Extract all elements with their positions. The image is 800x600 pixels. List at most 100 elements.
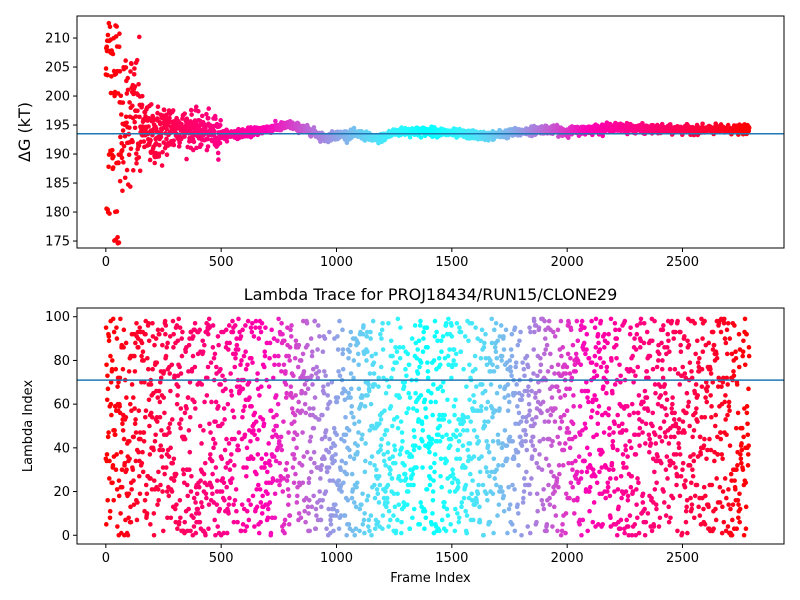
lambda-point xyxy=(340,366,346,372)
lambda-point xyxy=(222,447,228,453)
lambda-point xyxy=(542,318,547,324)
lambda-point xyxy=(484,491,489,497)
lambda-point xyxy=(368,336,373,341)
lambda-point xyxy=(175,338,181,344)
lambda-point xyxy=(179,353,185,359)
delta-g-axes-frame xyxy=(76,15,785,249)
lambda-point xyxy=(365,493,371,499)
lambda-point xyxy=(153,336,159,341)
lambda-point xyxy=(471,428,477,433)
lambda-point xyxy=(276,316,281,322)
lambda-point xyxy=(444,432,449,438)
lambda-point xyxy=(311,449,317,455)
delta-g-point xyxy=(105,32,111,38)
lambda-point xyxy=(219,456,225,462)
delta-g-point xyxy=(189,112,194,117)
lambda-point xyxy=(579,469,584,475)
lambda-point xyxy=(366,382,371,387)
delta-g-point xyxy=(116,160,121,166)
lambda-point xyxy=(453,397,458,403)
lambda-point xyxy=(347,349,352,355)
delta-g-point xyxy=(132,119,137,125)
lambda-point xyxy=(388,467,393,473)
lambda-point xyxy=(106,338,112,344)
lambda-point xyxy=(164,345,170,350)
lambda-point xyxy=(371,360,377,365)
lambda-point xyxy=(512,325,518,330)
lambda-point xyxy=(266,384,272,389)
lambda-point xyxy=(161,369,167,374)
lambda-point xyxy=(167,421,173,427)
lambda-point xyxy=(521,476,527,481)
lambda-point xyxy=(258,500,264,505)
lambda-point xyxy=(504,456,510,462)
lambda-point xyxy=(132,369,138,374)
lambda-point xyxy=(385,449,391,455)
lambda-point xyxy=(555,327,561,333)
lambda-point xyxy=(374,467,379,473)
lambda-point xyxy=(103,325,109,330)
lambda-point xyxy=(477,519,483,525)
lambda-point xyxy=(464,428,470,433)
lambda-point xyxy=(588,414,594,420)
lambda-point xyxy=(507,358,513,363)
lambda-point xyxy=(326,465,332,470)
lambda-point xyxy=(218,382,224,387)
lambda-point xyxy=(339,458,345,464)
lambda-point xyxy=(396,502,402,507)
lambda-point xyxy=(499,353,505,359)
delta-g-point xyxy=(122,133,128,139)
lambda-point xyxy=(493,321,499,326)
delta-g-point xyxy=(190,147,196,153)
lambda-point xyxy=(414,355,420,361)
delta-g-point xyxy=(124,167,130,173)
lambda-point xyxy=(483,331,488,337)
lambda-point xyxy=(493,349,499,355)
lambda-point xyxy=(114,487,120,492)
lambda-point xyxy=(352,532,358,538)
lambda-point xyxy=(553,513,559,518)
lambda-point xyxy=(257,487,263,492)
lambda-point xyxy=(306,476,312,481)
lambda-point xyxy=(560,522,565,527)
lambda-point xyxy=(283,382,289,387)
lambda-point xyxy=(146,397,152,403)
lambda-point xyxy=(519,443,525,448)
lambda-point xyxy=(330,478,336,483)
lambda-point xyxy=(601,384,606,389)
lambda-point xyxy=(449,375,454,381)
lambda-point xyxy=(412,434,417,440)
lambda-point xyxy=(503,327,509,333)
lambda-point xyxy=(597,355,603,361)
lambda-point xyxy=(158,375,164,381)
lambda-point xyxy=(436,432,441,438)
x-tick-label: 1000 xyxy=(320,255,353,270)
lambda-point xyxy=(451,358,456,363)
lambda-point xyxy=(447,419,452,424)
lambda-point xyxy=(541,506,547,512)
lambda-point xyxy=(556,484,561,490)
lambda-point xyxy=(530,443,536,448)
lambda-point xyxy=(175,526,180,531)
delta-g-point xyxy=(344,140,350,146)
lambda-point xyxy=(267,500,273,505)
lambda-point xyxy=(333,513,339,518)
lambda-point xyxy=(204,495,209,501)
lambda-point xyxy=(599,465,605,470)
lambda-point xyxy=(479,454,484,459)
lambda-point xyxy=(211,355,217,361)
lambda-point xyxy=(317,489,322,494)
lambda-point xyxy=(221,530,227,536)
lambda-point xyxy=(255,371,260,376)
lambda-point xyxy=(189,473,194,479)
lambda-point xyxy=(232,463,237,468)
y-tick-label: 210 xyxy=(45,32,70,47)
lambda-point xyxy=(490,491,496,497)
lambda-point xyxy=(477,504,482,510)
lambda-point xyxy=(242,528,248,534)
lambda-point xyxy=(498,323,504,328)
lambda-point xyxy=(592,325,598,330)
lambda-point xyxy=(316,369,322,374)
lambda-point xyxy=(516,463,521,468)
lambda-point xyxy=(481,532,486,538)
